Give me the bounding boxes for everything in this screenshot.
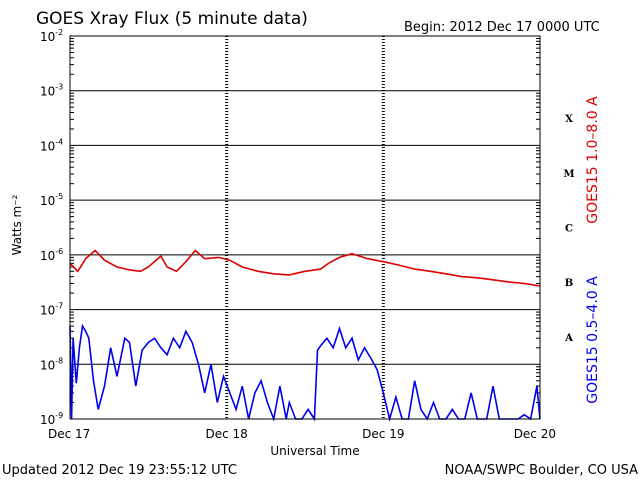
x-tick-label: Dec 20 [514, 427, 556, 441]
credit: NOAA/SWPC Boulder, CO USA [445, 463, 638, 478]
series-line-1 [69, 323, 541, 423]
flare-class-label: X [565, 114, 573, 125]
grid-lines [70, 36, 540, 419]
y-tick-label: 10-4 [40, 137, 63, 153]
begin-time: Begin: 2012 Dec 17 0000 UTC [404, 20, 600, 35]
y-axis: 10-2 10-3 10-4 10-5 10-6 10-7 10-8 10-9 [40, 28, 63, 427]
series-group [69, 249, 541, 423]
x-axis: Dec 17 Dec 18 Dec 19 Dec 20 [48, 427, 556, 441]
flare-class-labels: X M C B A [563, 114, 574, 344]
plot-frame [69, 35, 541, 420]
x-axis-label: Universal Time [270, 444, 359, 458]
y-axis-label: Watts m⁻² [10, 194, 24, 255]
flare-class-label: A [564, 333, 573, 344]
y-tick-label: 10-5 [40, 192, 63, 208]
flare-class-label: B [565, 278, 573, 289]
chart-title: GOES Xray Flux (5 minute data) [36, 9, 308, 29]
y-tick-label: 10-8 [40, 356, 63, 372]
x-tick-label: Dec 19 [362, 427, 404, 441]
y-tick-label: 10-6 [40, 247, 63, 263]
y-tick-label: 10-7 [40, 302, 63, 318]
flare-class-label: M [563, 169, 574, 180]
series-line-0 [69, 249, 541, 287]
y-tick-label: 10-9 [40, 411, 63, 427]
y-tick-label: 10-2 [40, 28, 63, 44]
x-tick-label: Dec 17 [48, 427, 90, 441]
x-tick-label: Dec 18 [206, 427, 248, 441]
updated-timestamp: Updated 2012 Dec 19 23:55:12 UTC [2, 463, 237, 478]
y-tick-label: 10-3 [40, 83, 63, 99]
series-label-long: GOES15 1.0–8.0 A [585, 96, 601, 224]
series-label-short: GOES15 0.5–4.0 A [585, 276, 601, 404]
flare-class-label: C [565, 224, 573, 235]
